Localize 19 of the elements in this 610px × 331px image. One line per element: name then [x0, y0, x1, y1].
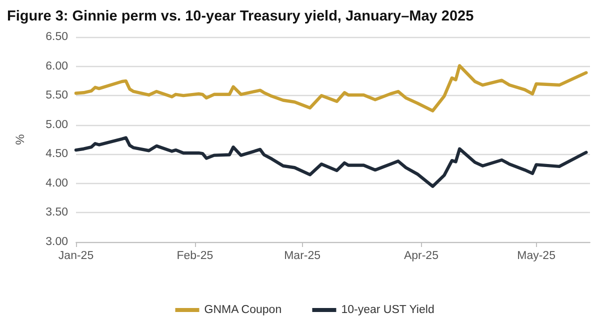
y-tick-label: 6.00 — [46, 60, 68, 72]
x-tick-label: May-25 — [517, 250, 556, 262]
line-series — [74, 64, 588, 112]
y-tick-label: 3.50 — [46, 206, 68, 219]
y-tick-label: 5.00 — [46, 118, 68, 131]
y-axis-title: % — [13, 134, 27, 145]
legend-label: 10-year UST Yield — [341, 304, 434, 316]
y-tick-label: 4.00 — [46, 177, 68, 190]
legend-label: GNMA Coupon — [204, 304, 282, 316]
x-tick-label: Feb-25 — [176, 250, 214, 262]
x-tick-label: Jan-25 — [58, 250, 94, 262]
y-tick-label: 6.50 — [46, 31, 68, 43]
line-series — [74, 136, 588, 188]
chart-title: Figure 3: Ginnie perm vs. 10-year Treasury yield, January–May 2025 — [7, 8, 474, 24]
x-tick-label: Apr-25 — [404, 250, 438, 262]
y-tick-label: 4.50 — [46, 148, 68, 160]
x-tick-label: Mar-25 — [284, 250, 321, 262]
y-tick-label: 3.00 — [46, 236, 68, 248]
y-tick-label: 5.50 — [46, 90, 68, 102]
